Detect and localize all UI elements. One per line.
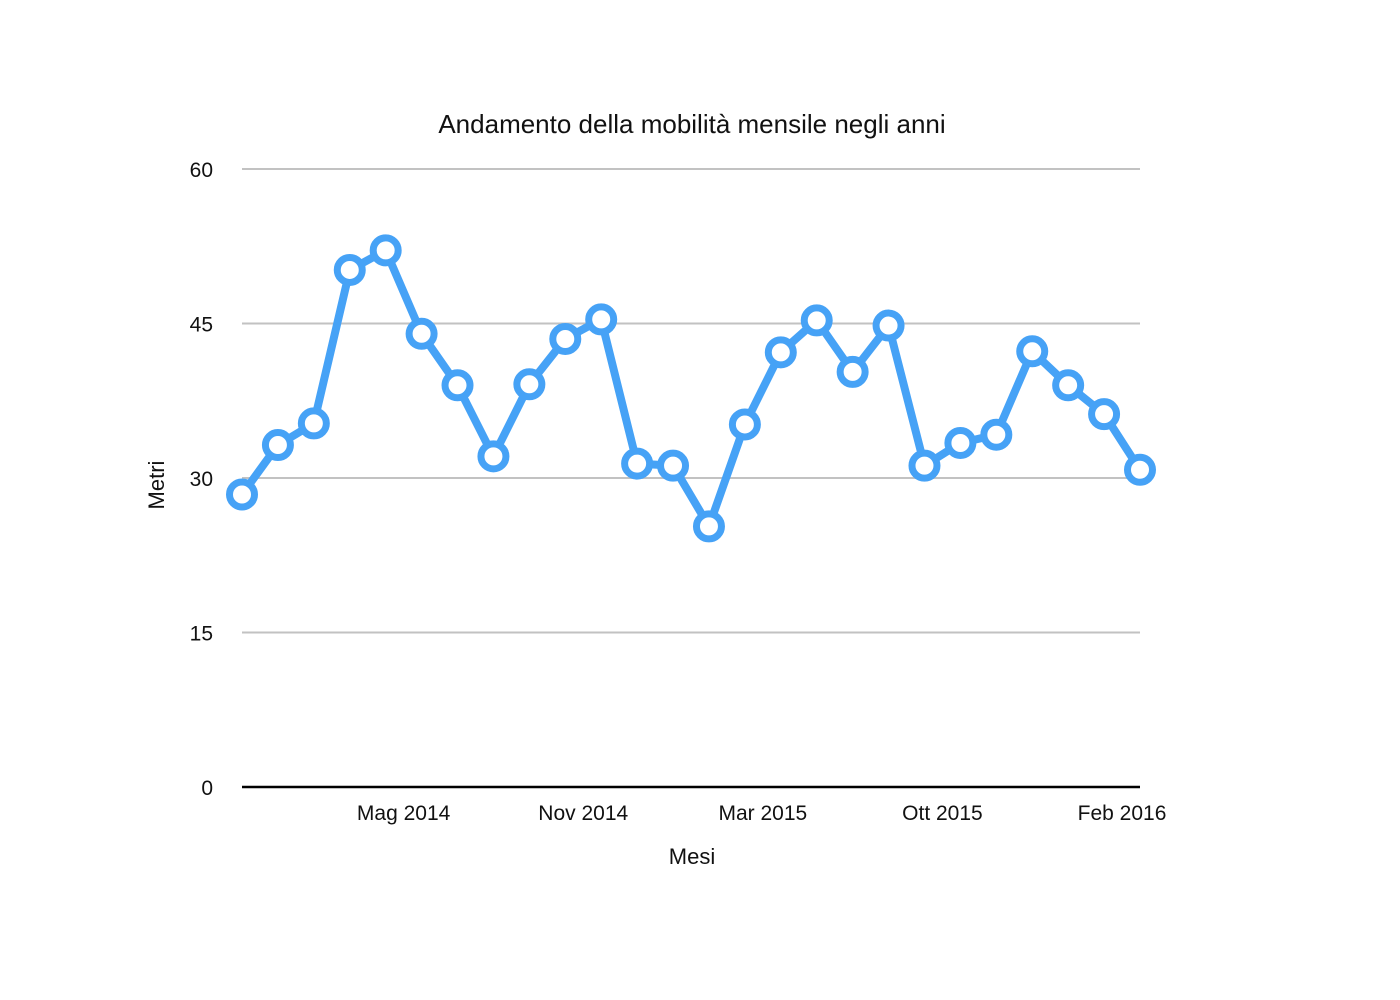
data-point[interactable] <box>513 368 546 401</box>
y-tick-labels: 0 15 30 45 60 <box>190 159 213 800</box>
x-tick-label: Feb 2016 <box>1078 802 1167 825</box>
data-point[interactable] <box>1124 453 1156 486</box>
data-point[interactable] <box>800 304 833 337</box>
data-point[interactable] <box>908 449 941 482</box>
x-tick-label: Nov 2014 <box>538 802 628 825</box>
data-point[interactable] <box>369 234 402 267</box>
data-point[interactable] <box>405 317 438 350</box>
data-point[interactable] <box>226 478 258 511</box>
data-point[interactable] <box>1052 369 1085 402</box>
data-point[interactable] <box>980 418 1013 451</box>
chart-title: Andamento della mobilità mensile negli a… <box>438 109 945 139</box>
data-point[interactable] <box>549 322 582 355</box>
y-tick-label: 15 <box>190 623 213 646</box>
data-point[interactable] <box>657 449 690 482</box>
y-tick-label: 60 <box>190 159 213 182</box>
data-point[interactable] <box>585 303 618 336</box>
data-point[interactable] <box>728 408 761 441</box>
data-point[interactable] <box>297 407 330 440</box>
data-point[interactable] <box>764 336 797 369</box>
data-point[interactable] <box>692 510 725 543</box>
y-axis-label: Metri <box>144 461 169 510</box>
data-point[interactable] <box>836 355 869 388</box>
x-axis-label: Mesi <box>669 844 715 869</box>
y-tick-label: 30 <box>190 468 213 491</box>
data-point[interactable] <box>872 309 905 342</box>
series-line <box>238 246 1144 531</box>
data-point[interactable] <box>441 369 474 402</box>
x-tick-label: Mag 2014 <box>357 802 451 825</box>
data-point[interactable] <box>621 447 654 480</box>
grid-layer <box>242 168 1140 789</box>
x-tick-labels: Mag 2014 Nov 2014 Mar 2015 Ott 2015 Feb 2016 <box>357 802 1166 825</box>
data-point[interactable] <box>477 440 510 473</box>
data-point[interactable] <box>944 426 977 459</box>
data-point[interactable] <box>333 253 366 286</box>
data-point[interactable] <box>1016 335 1049 368</box>
series-layer <box>226 234 1156 543</box>
x-tick-label: Ott 2015 <box>902 802 983 825</box>
data-point[interactable] <box>1088 398 1121 431</box>
data-point[interactable] <box>261 429 294 462</box>
y-tick-label: 0 <box>201 777 213 800</box>
y-tick-label: 45 <box>190 314 213 337</box>
x-tick-label: Mar 2015 <box>718 802 807 825</box>
